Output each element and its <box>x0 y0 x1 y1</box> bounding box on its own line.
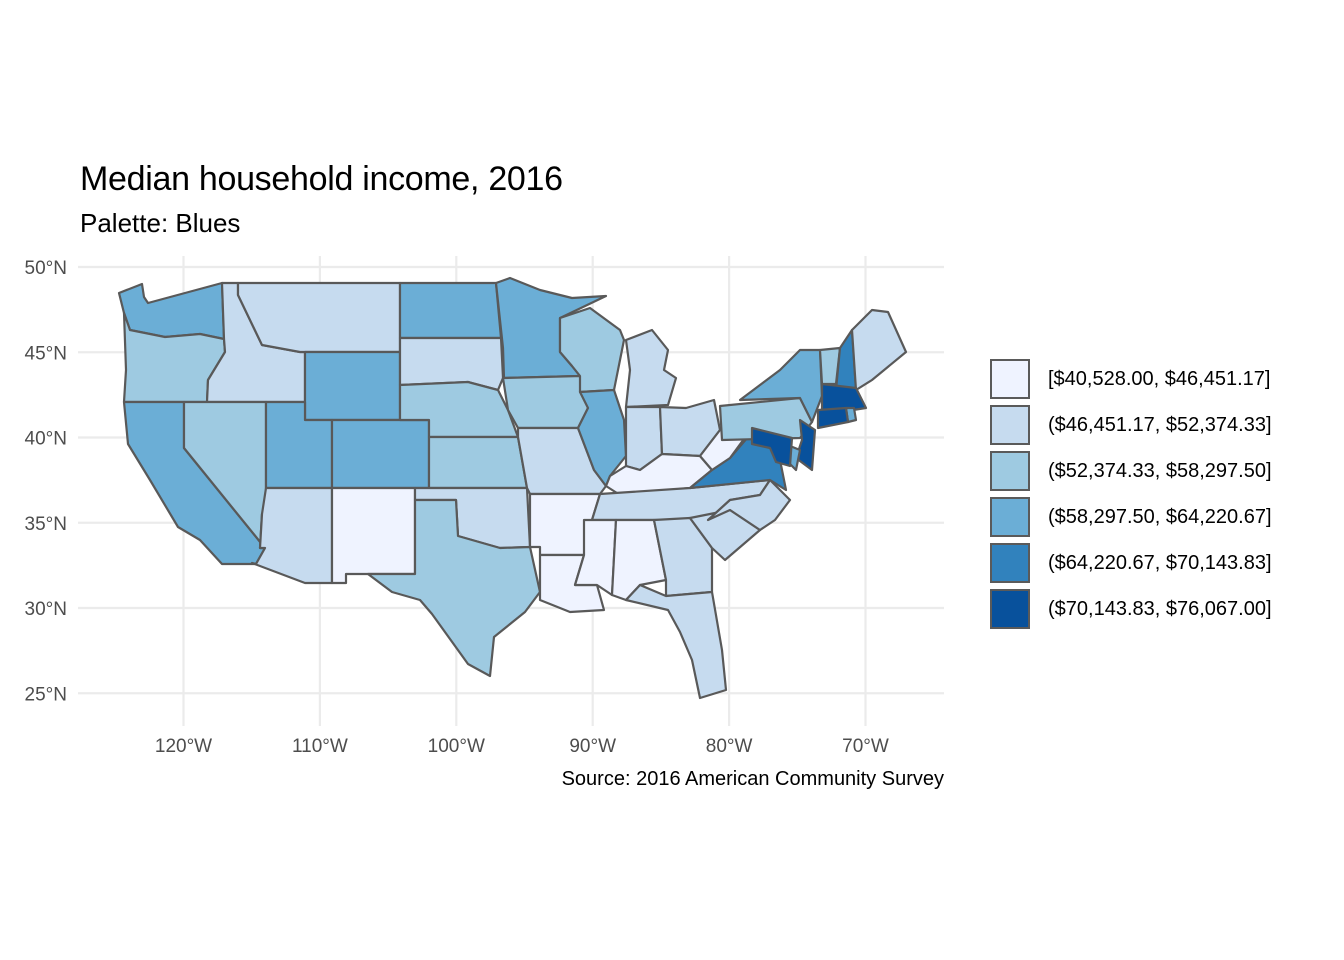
x-tick-label: 100°W <box>428 736 485 757</box>
y-tick-label: 25°N <box>25 684 67 705</box>
state-kansas <box>427 435 529 490</box>
state-iowa <box>501 374 590 430</box>
x-tick-label: 70°W <box>842 736 889 757</box>
legend-item: ($46,451.17, $52,374.33] <box>990 402 1272 448</box>
state-new-jersey <box>794 418 817 472</box>
legend-swatch <box>990 451 1030 491</box>
state-texas <box>366 498 542 678</box>
legend-item: ($70,143.83, $76,067.00] <box>990 586 1272 632</box>
state-colorado <box>330 418 431 490</box>
legend-label: [$40,528.00, $46,451.17] <box>1048 367 1271 390</box>
y-tick-label: 30°N <box>25 599 67 620</box>
legend-item: ($52,374.33, $58,297.50] <box>990 448 1272 494</box>
state-maryland <box>750 426 794 468</box>
legend-label: ($58,297.50, $64,220.67] <box>1048 505 1272 528</box>
legend-item: [$40,528.00, $46,451.17] <box>990 356 1272 402</box>
state-florida <box>624 583 728 700</box>
state-arizona <box>250 486 334 585</box>
state-new-mexico <box>330 486 417 585</box>
legend: [$40,528.00, $46,451.17] ($46,451.17, $5… <box>990 356 1272 632</box>
legend-label: ($46,451.17, $52,374.33] <box>1048 413 1272 436</box>
y-tick-label: 45°N <box>25 343 67 364</box>
legend-swatch <box>990 543 1030 583</box>
legend-item: ($58,297.50, $64,220.67] <box>990 494 1272 540</box>
state-connecticut <box>816 406 850 430</box>
legend-swatch <box>990 359 1030 399</box>
y-tick-label: 50°N <box>25 258 67 279</box>
map-title: Median household income, 2016 <box>80 160 563 198</box>
state-north-carolina <box>706 478 792 532</box>
legend-swatch <box>990 405 1030 445</box>
legend-label: ($52,374.33, $58,297.50] <box>1048 459 1272 482</box>
y-axis-ticks: 50°N 45°N 40°N 35°N 30°N 25°N <box>25 258 67 705</box>
y-tick-label: 40°N <box>25 429 67 450</box>
state-shapes <box>117 276 908 700</box>
legend-label: ($64,220.67, $70,143.83] <box>1048 551 1272 574</box>
map-subtitle: Palette: Blues <box>80 208 241 238</box>
legend-label: ($70,143.83, $76,067.00] <box>1048 597 1272 620</box>
x-tick-label: 110°W <box>292 736 348 757</box>
state-maine <box>850 308 908 392</box>
state-north-dakota <box>398 281 503 340</box>
legend-swatch <box>990 589 1030 629</box>
state-montana <box>236 281 402 354</box>
state-wyoming <box>303 350 402 422</box>
source-caption: Source: 2016 American Community Survey <box>561 768 944 790</box>
state-michigan <box>624 328 678 409</box>
x-tick-label: 90°W <box>569 736 616 757</box>
x-tick-label: 120°W <box>155 736 212 757</box>
legend-item: ($64,220.67, $70,143.83] <box>990 540 1272 586</box>
x-tick-label: 80°W <box>706 736 753 757</box>
legend-swatch <box>990 497 1030 537</box>
y-tick-label: 35°N <box>25 514 67 535</box>
x-axis-ticks: 120°W 110°W 100°W 90°W 80°W 70°W <box>155 736 889 757</box>
